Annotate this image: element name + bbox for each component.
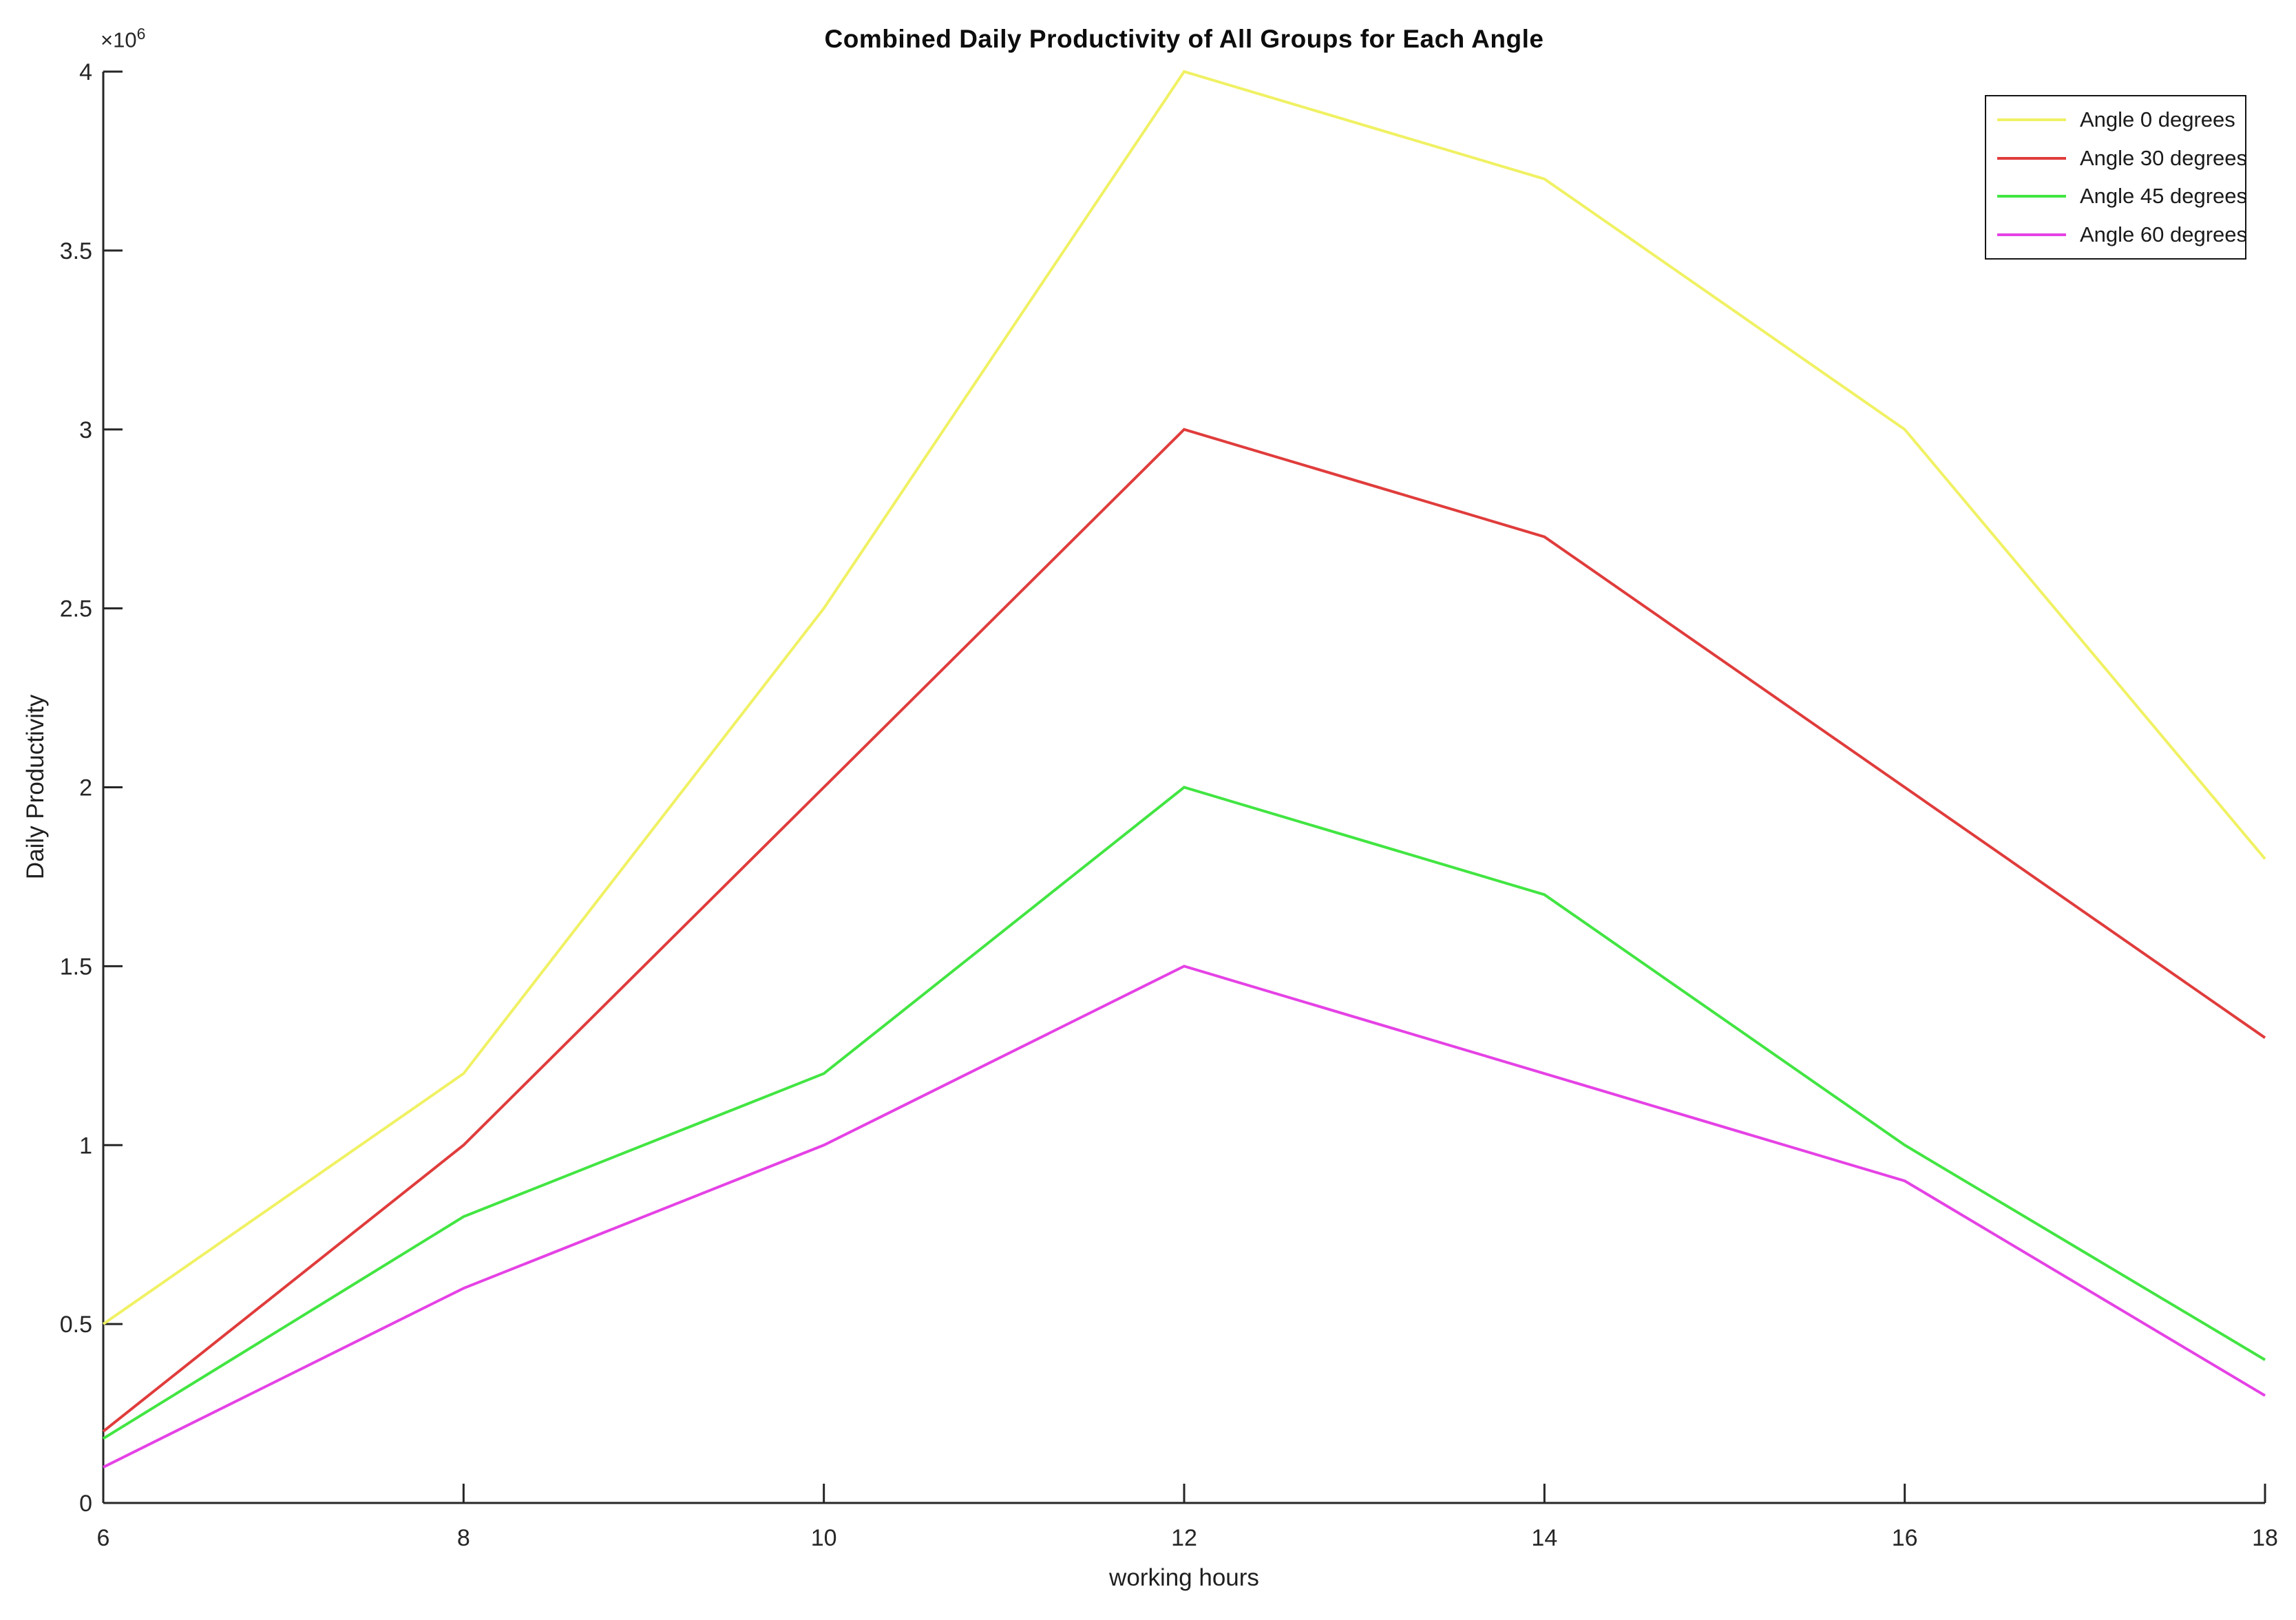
- y-tick-label: 3: [79, 417, 92, 443]
- x-tick-label: 14: [1531, 1525, 1557, 1551]
- legend-entry: Angle 45 degrees: [1986, 184, 2248, 209]
- legend-line-sample: [1997, 195, 2066, 198]
- chart-title: Combined Daily Productivity of All Group…: [824, 25, 1544, 53]
- x-tick-label: 6: [97, 1525, 110, 1551]
- series-line-angle-0-degrees: [102, 70, 2266, 1325]
- legend-entry: Angle 0 degrees: [1986, 107, 2245, 132]
- legend-entry: Angle 30 degrees: [1986, 145, 2248, 171]
- series-line-angle-45-degrees: [102, 786, 2266, 1440]
- y-tick-label: 0.5: [60, 1312, 92, 1338]
- legend-label: Angle 60 degrees: [2080, 222, 2248, 247]
- series-line-angle-60-degrees: [103, 965, 2266, 1469]
- x-tick-label: 10: [811, 1525, 837, 1551]
- y-tick-label: 1: [79, 1133, 92, 1159]
- x-tick-label: 16: [1892, 1525, 1918, 1551]
- legend: Angle 0 degrees Angle 30 degrees Angle 45 …: [1985, 95, 2248, 260]
- legend-label: Angle 0 degrees: [2080, 107, 2235, 132]
- legend-entry: Angle 60 degrees: [1986, 222, 2248, 247]
- y-tick-label: 0: [79, 1491, 92, 1517]
- y-axis-multiplier-base: ×10: [101, 28, 137, 52]
- x-axis-label: working hours: [1109, 1564, 1259, 1591]
- legend-line-sample: [1997, 118, 2066, 121]
- y-axis-label: Daily Productivity: [22, 694, 49, 880]
- x-tick-label: 8: [457, 1525, 470, 1551]
- legend-line-sample: [1997, 233, 2066, 237]
- legend-label: Angle 45 degrees: [2080, 184, 2248, 209]
- y-tick-label: 2: [79, 775, 92, 801]
- legend-line-sample: [1997, 156, 2066, 160]
- y-tick-label: 1.5: [60, 954, 92, 980]
- y-axis-multiplier-exponent: 6: [136, 25, 146, 43]
- y-tick-label: 4: [79, 59, 92, 85]
- y-axis-multiplier: ×106: [101, 25, 145, 52]
- series-line-angle-30-degrees: [102, 428, 2266, 1433]
- x-tick-label: 12: [1171, 1525, 1197, 1551]
- y-tick-label: 3.5: [60, 238, 92, 264]
- legend-label: Angle 30 degrees: [2080, 145, 2248, 170]
- x-tick-label: 18: [2252, 1525, 2278, 1551]
- y-tick-label: 2.5: [60, 596, 92, 622]
